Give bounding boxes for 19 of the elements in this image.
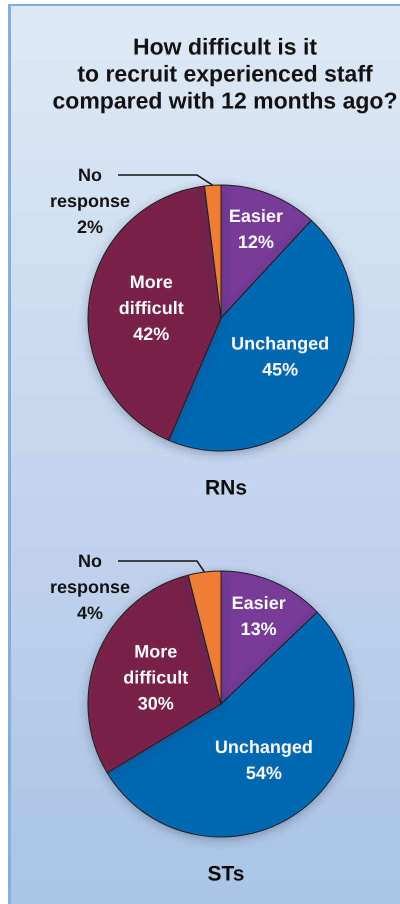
slice-label: Easier <box>232 592 286 613</box>
data-label: 2% <box>76 217 104 237</box>
slice-label: No response <box>50 551 130 597</box>
data-label: 30% <box>138 693 174 714</box>
slice-label: Easier <box>228 206 283 226</box>
slice-label: More difficult <box>118 272 184 318</box>
chart-title: How difficult is it to recruit experienced staff compared with 12 months ago? <box>52 34 398 114</box>
text: RNs <box>204 476 248 500</box>
data-label: 4% <box>76 603 104 623</box>
data-label: 54% <box>246 762 282 783</box>
slice-label: Unchanged <box>231 333 330 354</box>
text: STs <box>208 862 244 886</box>
slice-label: No response <box>50 165 130 211</box>
data-label: 42% <box>133 324 170 344</box>
slice-label: Unchanged <box>214 736 313 757</box>
data-label: 13% <box>240 618 277 639</box>
slice-label: More difficult <box>123 641 188 688</box>
data-label: 12% <box>238 232 274 252</box>
data-label: 45% <box>262 359 298 380</box>
